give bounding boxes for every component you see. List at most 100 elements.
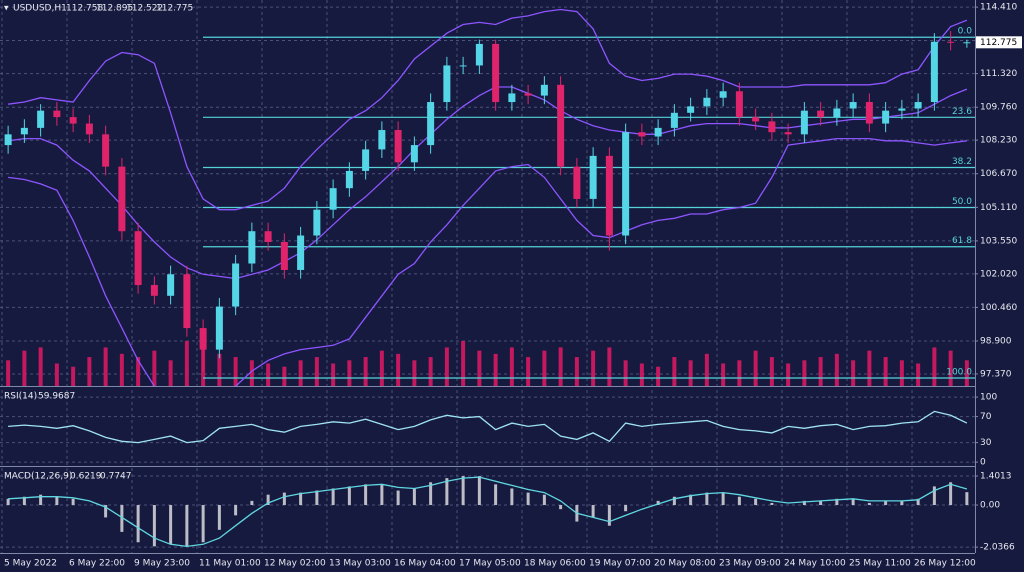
volume-bar: [607, 347, 612, 386]
y-tick-label: 30: [980, 438, 992, 448]
candle-body: [378, 130, 386, 150]
macd-bar: [429, 482, 433, 506]
chart-title: USDUSD,H1: [13, 4, 67, 14]
volume-bar: [526, 357, 531, 386]
y-tick-label: 106.670: [980, 169, 1017, 179]
y-tick-label: 103.550: [980, 236, 1017, 246]
candle-body: [540, 84, 548, 96]
candle-body: [849, 102, 857, 109]
symbol-arrow: ▾: [4, 4, 9, 14]
candle-body: [735, 91, 743, 118]
volume-bar: [591, 350, 596, 386]
candle-body: [313, 209, 321, 236]
candle-body: [687, 106, 695, 113]
grid-layer: [0, 0, 978, 553]
macd-bar: [802, 500, 806, 506]
candle-body: [865, 102, 873, 124]
volume-bar: [379, 350, 384, 386]
volume-bar: [477, 350, 482, 386]
volume-bar: [574, 357, 579, 386]
macd-bar: [867, 502, 871, 506]
macd-bar: [461, 476, 465, 506]
candle-body: [573, 166, 581, 199]
y-tick-label: 100: [980, 393, 997, 403]
x-tick-label: 11 May 01:00: [199, 559, 261, 569]
candle-body: [232, 263, 240, 307]
volume-bar: [899, 360, 904, 386]
volume-bar: [38, 347, 43, 386]
macd-bar: [607, 505, 611, 526]
candle-body: [475, 43, 483, 66]
volume-bar: [639, 363, 644, 386]
volume-bar: [119, 353, 124, 386]
candle-body: [670, 112, 678, 128]
candle-body: [345, 170, 353, 189]
macd-bar: [965, 492, 969, 506]
macd-bar: [217, 505, 221, 530]
macd-bar: [22, 496, 26, 506]
candle-body: [215, 306, 223, 350]
rsi-title: RSI(14): [4, 392, 37, 402]
macd-main-current: 0.6219: [70, 472, 102, 482]
macd-bar: [136, 505, 140, 543]
candle-body: [4, 134, 12, 146]
y-tick-label: 1.4013: [980, 472, 1012, 482]
volume-bar: [217, 353, 222, 386]
candle-body: [329, 188, 337, 210]
macd-bar: [851, 498, 855, 506]
volume-bar: [851, 360, 856, 386]
candle-body: [427, 102, 435, 146]
rsi-line: [8, 410, 968, 444]
candle-body: [183, 274, 191, 329]
volume-bar: [623, 360, 628, 386]
candle-body: [638, 132, 646, 137]
volume-bar: [412, 360, 417, 386]
macd-bar: [835, 498, 839, 506]
candle-body: [410, 145, 418, 163]
macd-bar: [234, 505, 238, 516]
candle-body: [53, 110, 61, 118]
panel-line: [8, 410, 968, 444]
candle-body: [947, 41, 955, 43]
macd-bar: [282, 492, 286, 506]
volume-bar: [948, 350, 953, 386]
candle-body: [20, 127, 28, 135]
volume-bar: [558, 347, 563, 386]
fib-label: 23.6: [952, 107, 972, 117]
y-tick-label: 108.230: [980, 136, 1017, 146]
fib-label: 0.0: [958, 27, 973, 37]
candle-body: [784, 132, 792, 135]
macd-bar: [672, 496, 676, 506]
volume-bar: [964, 360, 969, 386]
macd-bar: [412, 488, 416, 506]
macd-title: MACD(12,26,9): [4, 472, 72, 482]
macd-bar: [477, 476, 481, 506]
y-tick-label: 70: [980, 412, 992, 422]
candle-body: [768, 121, 776, 133]
candle-body: [134, 231, 142, 286]
candle-body: [703, 97, 711, 107]
macd-bar: [396, 490, 400, 506]
volume-bar: [22, 350, 27, 386]
macd-bar: [120, 505, 124, 532]
volume-bar: [688, 360, 693, 386]
y-tick-label: 105.110: [980, 203, 1017, 213]
candle-body: [882, 110, 890, 124]
macd-bar: [949, 482, 953, 506]
volume-bar: [347, 360, 352, 386]
volume-bar: [818, 357, 823, 386]
macd-bar: [624, 505, 628, 512]
macd-bar: [364, 484, 368, 506]
y-tick-label: 98.900: [980, 337, 1012, 347]
candle-body: [898, 108, 906, 111]
marks-layer: [4, 8, 975, 548]
y-tick-label: 97.370: [980, 369, 1012, 379]
macd-bar: [299, 492, 303, 506]
volume-bar: [786, 363, 791, 386]
macd-bar: [542, 494, 546, 506]
macd-bar: [884, 500, 888, 506]
macd-bar: [510, 488, 514, 506]
price-box: [976, 36, 1022, 49]
volume-bar: [656, 366, 661, 386]
